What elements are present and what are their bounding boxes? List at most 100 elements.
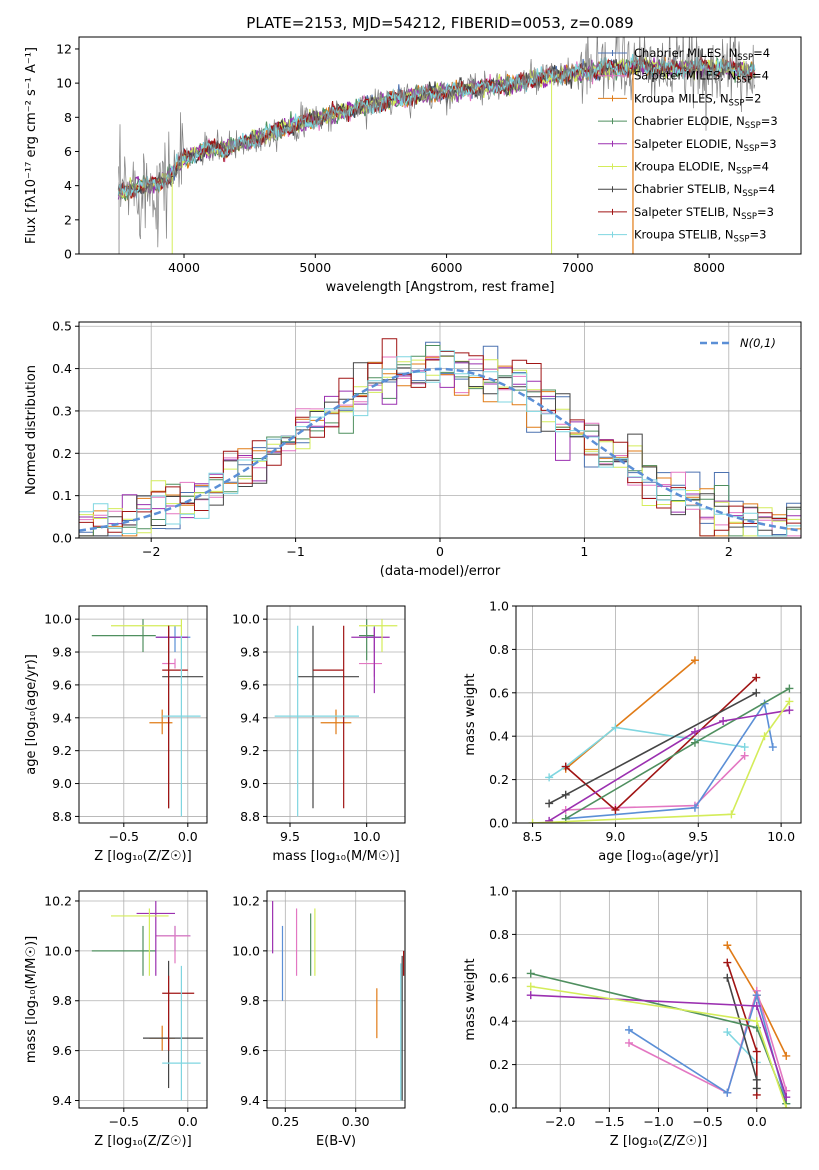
weight-marker [752,1075,761,1084]
y-tick-label: 8.8 [52,809,72,824]
x-tick-label: 4000 [168,260,200,275]
y-tick-label: 12 [56,41,72,56]
y-axis-label: mass weight [463,958,478,1040]
x-axis-label: mass [log₁₀(M/M☉)] [272,849,399,864]
age-vs-Z-panel: −0.5 0.0 8.8 9.0 9.2 9.4 9.6 9.8 10.0 Z [log₁₀(Z/… [24,605,208,864]
weight-line [726,977,758,1089]
legend-label: Chabrier MILES, NSSP=4 [634,46,770,63]
mass-vs-EBV-panel: 0.25 0.30 9.4 9.6 9.8 10.0 10.2 E(B-V) [232,890,406,1149]
weight-marker [625,1025,634,1034]
axes-frame [78,605,208,824]
axes-frame [266,890,406,1109]
x-tick-label: −2 [142,544,160,559]
y-tick-label: 9.8 [52,645,72,660]
weight-marker [625,1038,634,1047]
error-bar-point [91,925,156,976]
y-tick-label: 0.4 [489,729,509,744]
x-tick-label: −0.5 [692,1114,722,1129]
error-bar-point [162,625,188,809]
x-tick-label: 0 [436,544,444,559]
ticks: 9.5 10.0 8.8 9.0 9.2 9.4 9.6 9.8 10.0 [232,612,380,844]
weight-marker [545,773,554,782]
spectrum-panel: 4000 5000 6000 7000 8000 0 2 4 6 8 10 12 wavelength … [24,36,802,295]
x-axis-label: Z [log₁₀(Z/Z☉)] [610,1134,707,1149]
weight-marker [545,799,554,808]
weight-vs-Z-panel: −2.0 −1.5 −1.0 −0.5 0.0 0.0 0.2 0.4 0.6 0.8 1.0 Z [… [463,884,802,1149]
weight-marker [690,738,699,747]
weight-marker [561,762,570,771]
ticks: 8.5 9.0 9.5 10.0 0.0 0.2 0.4 0.6 0.8 1.0 [489,599,795,845]
weight-marker [760,732,769,741]
x-tick-label: 8.5 [523,829,543,844]
weight-series [561,684,794,823]
weight-series [528,697,794,823]
weight-vs-Z-plot-area [526,941,791,1108]
error-bar-point [155,625,191,653]
weight-marker [723,958,732,967]
histogram-line [79,350,801,537]
weight-marker [740,743,749,752]
weight-vs-age-panel: 8.5 9.0 9.5 10.0 0.0 0.2 0.4 0.6 0.8 1.0 age [log₁… [463,599,802,864]
weight-marker [526,982,535,991]
x-tick-label: 1 [580,544,588,559]
age-vs-mass-panel: 9.5 10.0 8.8 9.0 9.2 9.4 9.6 9.8 10.0 mass [log₁₀… [232,605,406,864]
y-tick-label: 0.3 [52,403,72,418]
mass-vs-Z-plot-area [91,900,204,1101]
y-tick-label: 0.6 [489,685,509,700]
ticks: −0.5 0.0 8.8 9.0 9.2 9.4 9.6 9.8 10.0 [44,612,198,844]
y-tick-label: 10 [56,76,72,91]
error-bar-point [274,625,359,817]
y-tick-label: 0.8 [489,642,509,657]
x-tick-label: 8000 [693,260,725,275]
x-axis-label: Z [log₁₀(Z/Z☉)] [94,849,191,864]
weight-marker [723,941,732,950]
y-axis-label: age [log₁₀(age/yr)] [24,654,39,775]
x-axis-label: Z [log₁₀(Z/Z☉)] [94,1134,191,1149]
y-tick-label: 0.1 [52,488,72,503]
y-tick-label: 9.2 [240,743,260,758]
y-tick-label: 0.5 [52,319,72,334]
weight-marker [752,673,761,682]
x-axis-label: wavelength [Angstrom, rest frame] [326,280,555,295]
y-tick-label: 9.0 [52,776,72,791]
weight-series [561,673,761,814]
y-tick-label: 0 [64,247,72,262]
y-tick-label: 10.2 [44,893,72,908]
weight-marker [752,1002,761,1011]
y-tick-label: 9.6 [52,677,72,692]
error-bar-point [320,709,352,735]
y-axis-label: mass [log₁₀(M/M☉)] [24,936,39,1063]
ticks: −2.0 −1.5 −1.0 −0.5 0.0 0.0 0.2 0.4 0.6 0.8 1.0 [489,884,767,1130]
y-tick-label: 9.4 [52,710,72,725]
legend-label: Salpeter STELIB, NSSP=3 [634,205,774,222]
weight-marker [526,969,535,978]
weight-line [548,726,745,779]
legend-label: Kroupa MILES, NSSP=2 [634,91,761,108]
weight-marker [752,991,761,1000]
weight-marker [782,1093,791,1102]
error-bar-point [155,925,191,964]
x-tick-label: −1 [286,544,304,559]
x-tick-label: 10.0 [353,829,381,844]
age-vs-mass-plot-area [274,619,398,817]
y-tick-label: 6 [64,144,72,159]
error-bar-point [162,635,201,817]
y-tick-label: 0.0 [52,531,72,546]
weight-marker [752,688,761,697]
weight-line [532,701,791,823]
y-tick-label: 2 [64,212,72,227]
error-bar-point [136,900,175,976]
y-tick-label: 8 [64,110,72,125]
weight-marker [690,727,699,736]
error-bar-point [359,619,398,653]
weight-marker [727,810,736,819]
y-tick-label: 0.6 [489,970,509,985]
legend-label: Kroupa ELODIE, NSSP=4 [634,160,769,177]
weight-marker [752,1017,761,1026]
ticks: 4000 5000 6000 7000 8000 0 2 4 6 8 10 12 [56,41,725,275]
x-tick-label: 6000 [431,260,463,275]
weight-marker [690,803,699,812]
legend-label: Chabrier ELODIE, NSSP=3 [634,114,778,131]
legend-label: N(0,1) [740,336,776,350]
